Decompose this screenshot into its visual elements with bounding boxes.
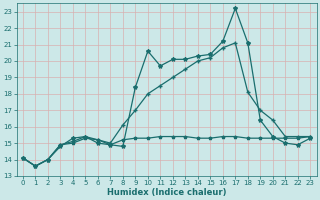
X-axis label: Humidex (Indice chaleur): Humidex (Indice chaleur) — [107, 188, 226, 197]
